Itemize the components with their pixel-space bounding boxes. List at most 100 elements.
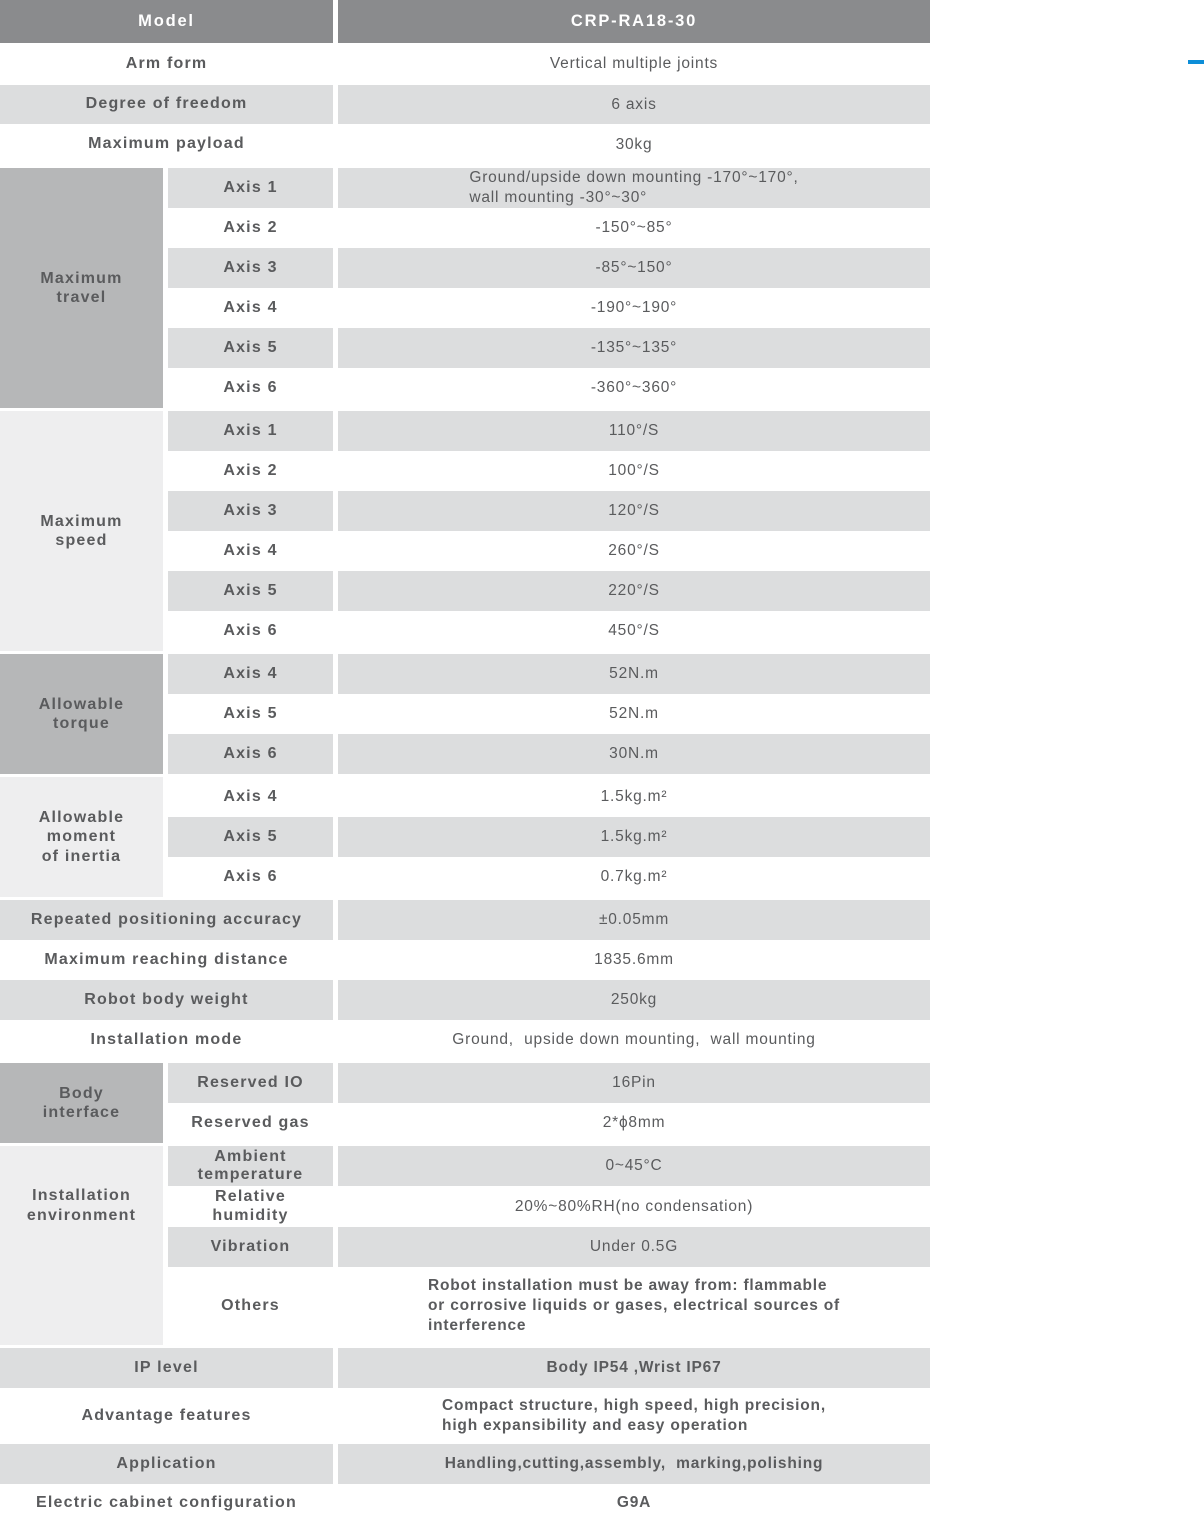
row-degree-of-freedom: Degree of freedom 6 axis [0,85,930,124]
value-installation-mode: Ground, upside down mounting, wall mount… [452,1031,816,1049]
section-body-interface: Body interface Reserved IO 16Pin Reserve… [0,1063,930,1143]
label-others: Others [221,1296,280,1314]
value-reserved-io: 16Pin [338,1063,930,1103]
label-at-axis-6: Axis 6 [168,734,333,774]
group-label-installation-environment: Installation environment [0,1146,163,1345]
row-reserved-gas: Reserved gas 2*ϕ8mm [168,1103,930,1143]
row-installation-mode: Installation mode Ground, upside down mo… [0,1020,930,1060]
label-mt-axis-2: Axis 2 [223,218,278,236]
label-at-axis-4: Axis 4 [168,654,333,694]
label-ami-axis-6: Axis 6 [223,867,278,885]
value-mt-axis-6: -360°~360° [590,379,678,397]
section-allowable-torque: Allowable torque Axis 4 52N.m Axis 5 52N… [0,654,930,774]
label-ms-axis-2: Axis 2 [223,461,278,479]
label-arm-form: Arm form [125,54,208,72]
label-at-axis-5: Axis 5 [223,704,278,722]
spec-table: Model CRP-RA18-30 Arm form Vertical mult… [0,0,930,1522]
label-ami-axis-4: Axis 4 [223,787,278,805]
row-ms-axis-6: Axis 6 450°/S [168,611,930,651]
row-maximum-reaching-distance: Maximum reaching distance 1835.6mm [0,940,930,980]
label-mt-axis-4: Axis 4 [223,298,278,316]
row-mt-axis-4: Axis 4 -190°~190° [168,288,930,328]
row-ms-axis-1: Axis 1 110°/S [168,411,930,451]
section-maximum-travel: Maximum travel Axis 1 Ground/upside down… [0,168,930,408]
value-at-axis-4: 52N.m [338,654,930,694]
value-vibration: Under 0.5G [338,1227,930,1267]
label-ip-level: IP level [0,1348,333,1388]
accent-dash [1188,60,1204,64]
value-maximum-reaching-distance: 1835.6mm [594,951,674,969]
group-label-body-interface: Body interface [0,1063,163,1143]
value-ms-axis-5: 220°/S [338,571,930,611]
value-relative-humidity: 20%~80%RH(no condensation) [514,1197,754,1215]
row-at-axis-5: Axis 5 52N.m [168,694,930,734]
group-label-maximum-travel: Maximum travel [0,168,163,408]
label-ms-axis-3: Axis 3 [168,491,333,531]
label-reserved-gas: Reserved gas [191,1113,310,1131]
row-ms-axis-5: Axis 5 220°/S [168,571,930,611]
row-ami-axis-6: Axis 6 0.7kg.m² [168,857,930,897]
row-others: Others Robot installation must be away f… [168,1267,930,1345]
value-mt-axis-1: Ground/upside down mounting -170°~170°, … [338,168,930,208]
row-ambient-temperature: Ambient temperature 0~45°C [168,1146,930,1186]
row-ami-axis-5: Axis 5 1.5kg.m² [168,817,930,857]
row-ms-axis-4: Axis 4 260°/S [168,531,930,571]
label-electric-cabinet-configuration: Electric cabinet configuration [36,1493,297,1511]
group-label-allowable-moment-of-inertia: Allowable moment of inertia [0,777,163,897]
value-ms-axis-4: 260°/S [608,542,660,560]
value-advantage-features: Compact structure, high speed, high prec… [442,1397,826,1434]
table-header-row: Model CRP-RA18-30 [0,0,930,43]
row-maximum-payload: Maximum payload 30kg [0,124,930,165]
row-vibration: Vibration Under 0.5G [168,1227,930,1267]
value-mt-axis-5: -135°~135° [338,328,930,368]
row-relative-humidity: Relative humidity 20%~80%RH(no condensat… [168,1186,930,1227]
value-arm-form: Vertical multiple joints [549,55,719,73]
label-ambient-temperature: Ambient temperature [168,1146,333,1186]
header-model-value: CRP-RA18-30 [338,0,930,43]
group-label-maximum-speed: Maximum speed [0,411,163,651]
label-mt-axis-6: Axis 6 [223,378,278,396]
label-maximum-payload: Maximum payload [88,135,245,153]
value-mt-axis-3: -85°~150° [338,248,930,288]
value-ms-axis-6: 450°/S [608,622,660,640]
value-application: Handling,cutting,assembly, marking,polis… [338,1444,930,1484]
label-degree-of-freedom: Degree of freedom [0,85,333,124]
value-ami-axis-4: 1.5kg.m² [600,788,668,806]
row-ami-axis-4: Axis 4 1.5kg.m² [168,777,930,817]
label-robot-body-weight: Robot body weight [0,980,333,1020]
value-ambient-temperature: 0~45°C [338,1146,930,1186]
row-ip-level: IP level Body IP54 ,Wrist IP67 [0,1348,930,1388]
section-allowable-moment-of-inertia: Allowable moment of inertia Axis 4 1.5kg… [0,777,930,897]
value-at-axis-5: 52N.m [609,705,659,723]
label-ms-axis-5: Axis 5 [168,571,333,611]
label-application: Application [0,1444,333,1484]
header-model-label: Model [0,0,333,43]
block-bottom-rows: IP level Body IP54 ,Wrist IP67 Advantage… [0,1348,930,1522]
value-ip-level: Body IP54 ,Wrist IP67 [338,1348,930,1388]
group-label-allowable-torque: Allowable torque [0,654,163,774]
row-repeated-positioning-accuracy: Repeated positioning accuracy ±0.05mm [0,900,930,940]
label-ami-axis-5: Axis 5 [168,817,333,857]
row-at-axis-6: Axis 6 30N.m [168,734,930,774]
value-repeated-positioning-accuracy: ±0.05mm [338,900,930,940]
label-ms-axis-1: Axis 1 [168,411,333,451]
value-electric-cabinet-configuration: G9A [616,1494,652,1512]
label-vibration: Vibration [168,1227,333,1267]
value-reserved-gas: 2*ϕ8mm [602,1114,666,1132]
label-ms-axis-4: Axis 4 [223,541,278,559]
section-maximum-speed: Maximum speed Axis 1 110°/S Axis 2 100°/… [0,411,930,651]
row-mt-axis-1: Axis 1 Ground/upside down mounting -170°… [168,168,930,208]
value-ami-axis-5: 1.5kg.m² [338,817,930,857]
row-application: Application Handling,cutting,assembly, m… [0,1444,930,1484]
value-maximum-payload: 30kg [615,135,653,153]
value-ami-axis-6: 0.7kg.m² [600,868,668,886]
value-ms-axis-3: 120°/S [338,491,930,531]
label-advantage-features: Advantage features [81,1406,252,1424]
row-mt-axis-5: Axis 5 -135°~135° [168,328,930,368]
label-mt-axis-5: Axis 5 [168,328,333,368]
value-degree-of-freedom: 6 axis [338,85,930,124]
row-at-axis-4: Axis 4 52N.m [168,654,930,694]
label-relative-humidity: Relative humidity [212,1188,289,1224]
value-mt-axis-2: -150°~85° [595,219,673,237]
value-mt-axis-4: -190°~190° [590,299,678,317]
